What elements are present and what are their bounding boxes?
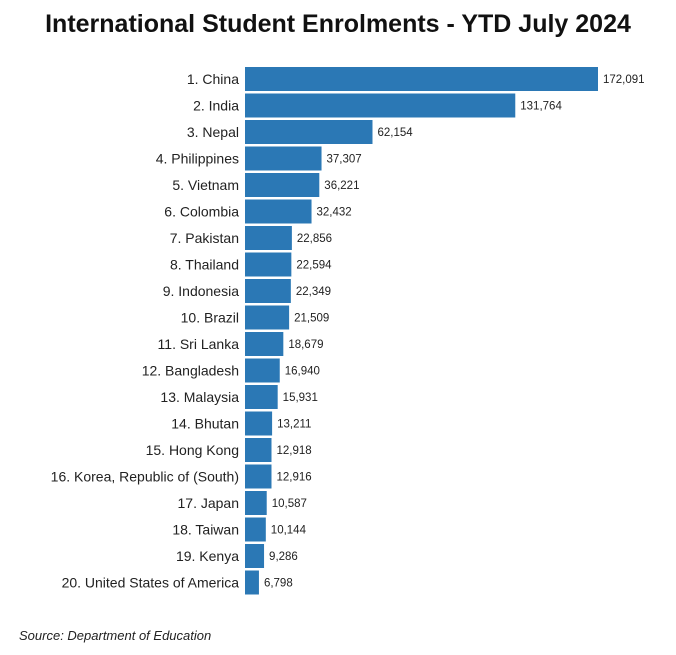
source-note: Source: Department of Education (19, 628, 212, 643)
bar (245, 491, 267, 515)
value-label: 172,091 (603, 74, 645, 86)
category-label: 1. China (187, 71, 239, 87)
value-label: 15,931 (283, 392, 318, 404)
value-label: 10,587 (272, 498, 307, 510)
value-label: 13,211 (277, 419, 311, 431)
value-label: 22,856 (297, 233, 332, 245)
bar (245, 279, 291, 303)
category-label: 15. Hong Kong (146, 442, 239, 458)
category-label: 9. Indonesia (163, 283, 239, 299)
category-label: 13. Malaysia (160, 389, 239, 405)
bar (245, 67, 598, 91)
category-label: 10. Brazil (181, 310, 239, 326)
value-label: 21,509 (294, 313, 329, 325)
value-label: 22,594 (296, 260, 332, 272)
category-label: 2. India (193, 98, 239, 114)
value-label: 12,918 (277, 445, 312, 457)
bar (245, 570, 259, 595)
bar (245, 438, 272, 462)
category-label: 18. Taiwan (172, 522, 239, 538)
bar (245, 305, 290, 330)
category-label: 12. Bangladesh (142, 363, 239, 379)
bar (245, 173, 320, 197)
value-label: 6,798 (264, 578, 293, 590)
value-label: 10,144 (271, 525, 307, 537)
value-label: 36,221 (324, 180, 359, 192)
bar (245, 517, 266, 542)
category-label: 11. Sri Lanka (158, 336, 240, 352)
category-label: 3. Nepal (187, 124, 239, 140)
chart-title: International Student Enrolments - YTD J… (45, 10, 631, 38)
value-label: 9,286 (269, 551, 298, 563)
bar (245, 120, 373, 144)
value-label: 12,916 (276, 472, 311, 484)
value-label: 32,432 (317, 207, 352, 219)
category-label: 16. Korea, Republic of (South) (51, 469, 239, 485)
category-label: 14. Bhutan (171, 416, 239, 432)
category-label: 19. Kenya (176, 548, 239, 564)
bar (245, 385, 278, 409)
bar (245, 252, 292, 277)
category-label: 6. Colombia (164, 204, 239, 220)
value-label: 18,679 (288, 339, 323, 351)
bar (245, 199, 312, 224)
bar (245, 332, 284, 356)
category-label: 5. Vietnam (172, 177, 239, 193)
value-label: 62,154 (377, 127, 413, 139)
bar (245, 226, 292, 250)
bar (245, 146, 322, 171)
bar (245, 358, 280, 383)
bar (245, 464, 272, 489)
category-label: 4. Philippines (156, 151, 239, 167)
category-label: 8. Thailand (170, 257, 239, 273)
category-label: 7. Pakistan (170, 230, 239, 246)
value-label: 37,307 (327, 154, 362, 166)
category-label: 20. United States of America (62, 575, 240, 591)
bar (245, 93, 516, 118)
value-label: 16,940 (285, 366, 320, 378)
value-label: 131,764 (520, 101, 562, 113)
category-label: 17. Japan (178, 495, 240, 511)
bar (245, 411, 273, 436)
bar (245, 544, 265, 568)
value-label: 22,349 (296, 286, 331, 298)
